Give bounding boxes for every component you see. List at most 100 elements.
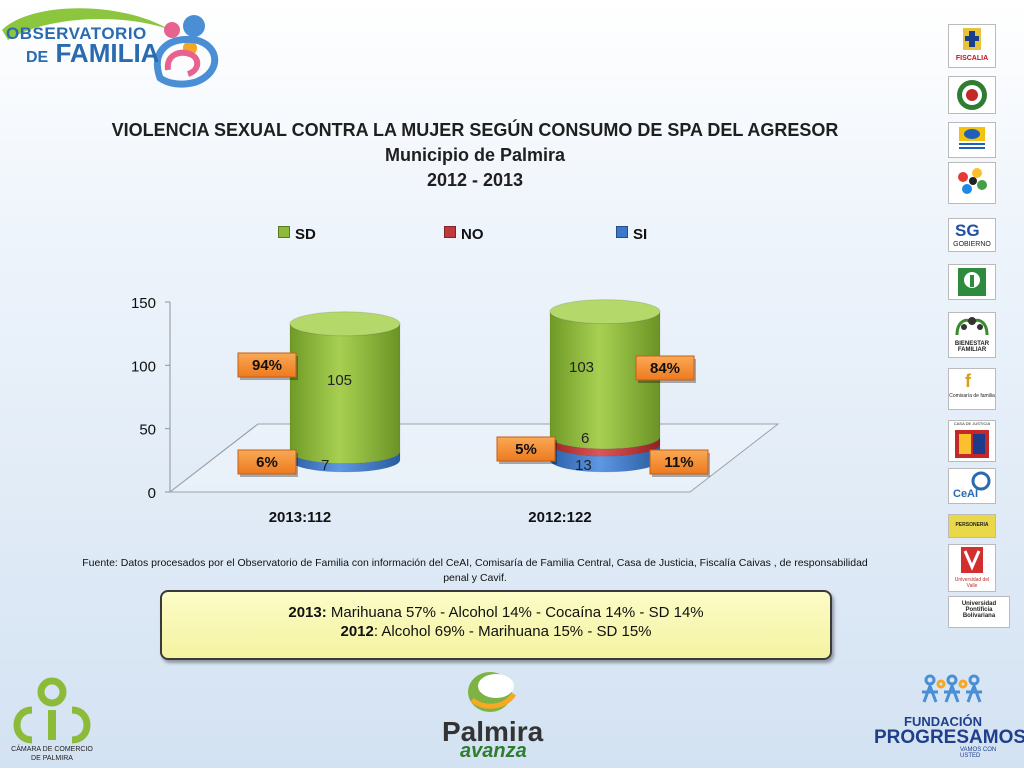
y-tick-label: 100 bbox=[131, 358, 156, 375]
ceai-icon: CeAI bbox=[953, 471, 991, 500]
pct-label-sd-0: 94% bbox=[252, 357, 282, 374]
data-label-si-1: 13 bbox=[575, 457, 592, 474]
pct-label-no-1: 5% bbox=[515, 441, 537, 458]
bienestar-logo: BIENESTAR FAMILIAR bbox=[948, 312, 996, 358]
fund-line1: FUNDACIÓN bbox=[904, 714, 982, 729]
progresamos-people-icon bbox=[922, 674, 982, 703]
legend-swatch-si bbox=[616, 226, 628, 238]
chart-title: VIOLENCIA SEXUAL CONTRA LA MUJER SEGÚN C… bbox=[111, 120, 839, 140]
chart-period: 2012 - 2013 bbox=[426, 170, 524, 190]
org-line2-main: FAMILIA bbox=[55, 38, 160, 68]
chart-subtitle: Municipio de Palmira bbox=[384, 145, 566, 165]
univalle-label: Universidad del Valle bbox=[954, 577, 990, 589]
pct-badge-no-1 bbox=[496, 436, 556, 462]
legend-item-no: NO bbox=[444, 226, 484, 243]
bar-top-cap-1 bbox=[549, 299, 661, 325]
legend-swatch-sd bbox=[278, 226, 290, 238]
fiscalia-logo: FISCALIA bbox=[948, 24, 996, 68]
org-line2-de: DE bbox=[26, 49, 49, 66]
chart-title-block: VIOLENCIA SEXUAL CONTRA LA MUJER SEGÚN C… bbox=[70, 118, 880, 193]
palmira-avanza-icon bbox=[468, 672, 517, 712]
partner-6-icon bbox=[958, 268, 986, 296]
legend-swatch-no bbox=[444, 226, 456, 238]
fiscalia-label: FISCALIA bbox=[955, 55, 989, 62]
partner-logo-6 bbox=[948, 264, 996, 300]
upb-label: Universidad Pontificia Bolivariana bbox=[961, 601, 997, 619]
gobierno-label: GOBIERNO bbox=[953, 241, 991, 248]
palmira-main: Palmira bbox=[442, 716, 544, 747]
data-label-sd-0: 105 bbox=[327, 372, 352, 389]
camara-line2: DE PALMIRA bbox=[31, 755, 73, 762]
univalle-icon bbox=[961, 547, 983, 573]
camara-line1: CÁMARA DE COMERCIO bbox=[11, 746, 93, 753]
fund-line2: PROGRESAMOS bbox=[874, 727, 1024, 748]
summary-2013: 2013: Marihuana 57% - Alcohol 14% - Coca… bbox=[162, 604, 830, 621]
pct-badge-si-0 bbox=[237, 449, 297, 475]
personeria-logo: PERSONERIA bbox=[948, 514, 996, 538]
y-tick-label: 50 bbox=[139, 422, 156, 439]
fundacion-progresamos-logo: FUNDACIÓN PROGRESAMOS VAMOS CON USTED bbox=[868, 672, 1024, 762]
casa-justicia-logo: CASA DE JUSTICIA bbox=[948, 420, 996, 462]
summary-2012-text: : Alcohol 69% - Marihuana 15% - SD 15% bbox=[373, 623, 652, 640]
partner-4-icon bbox=[958, 168, 987, 194]
svg-text:CeAI: CeAI bbox=[953, 488, 978, 500]
legend-label-si: SI bbox=[633, 226, 648, 243]
bar-sd-0 bbox=[289, 323, 401, 464]
gobierno-logo: SG GOBIERNO bbox=[948, 218, 996, 252]
upb-logo: Universidad Pontificia Bolivariana bbox=[948, 596, 1010, 628]
camara-comercio-icon bbox=[13, 677, 91, 744]
chart-labels: 7 105 2013:112 13 6 103 2012:122 94% 6% 84% 5% 11% bbox=[237, 352, 710, 526]
partner-3-icon bbox=[959, 127, 985, 149]
pct-label-si-0: 6% bbox=[256, 454, 278, 471]
comisaria-logo: f Comisaría de familia bbox=[948, 368, 996, 410]
fiscalia-icon bbox=[963, 28, 981, 50]
legend-label-sd: SD bbox=[295, 226, 316, 243]
escudo-icon bbox=[957, 80, 987, 110]
summary-2012: 2012: Alcohol 69% - Marihuana 15% - SD 1… bbox=[162, 623, 830, 640]
partner-logo-4 bbox=[948, 162, 996, 204]
x-tick-label-0: 2013:112 bbox=[269, 509, 332, 526]
pct-badge-sd-0 bbox=[237, 352, 297, 378]
org-line2: DE FAMILIA bbox=[26, 38, 159, 69]
y-tick-label: 150 bbox=[131, 295, 156, 312]
palmira-sub: avanza bbox=[460, 740, 527, 762]
observatorio-swoosh-icon bbox=[2, 8, 219, 88]
org-line1: OBSERVATORIO bbox=[6, 24, 147, 43]
svg-text:SG: SG bbox=[955, 221, 980, 239]
chart-bars bbox=[289, 299, 661, 473]
svg-text:f: f bbox=[965, 371, 972, 391]
legend-item-sd: SD bbox=[278, 226, 316, 243]
summary-2013-label: 2013: bbox=[288, 604, 327, 621]
floor-left-edge bbox=[169, 423, 259, 493]
data-label-sd-1: 103 bbox=[569, 359, 594, 376]
comisaria-label: Comisaría de familia bbox=[949, 393, 995, 399]
palmira-avanza-logo: Palmira avanza bbox=[430, 668, 550, 766]
data-label-no-1: 6 bbox=[581, 430, 589, 447]
observatorio-logo: OBSERVATORIO DE FAMILIA bbox=[0, 0, 230, 90]
data-label-si-0: 7 bbox=[321, 457, 329, 474]
pct-badge-si-1 bbox=[649, 449, 709, 475]
legend-label-no: NO bbox=[461, 226, 484, 243]
legend-item-si: SI bbox=[616, 226, 647, 243]
summary-box: 2013: Marihuana 57% - Alcohol 14% - Coca… bbox=[160, 590, 832, 660]
bar-top-cap-0 bbox=[289, 311, 401, 337]
pct-badge-sd-1 bbox=[635, 355, 695, 381]
comisaria-icon: f bbox=[965, 371, 972, 391]
bienestar-icon bbox=[955, 317, 989, 336]
y-tick-label: 0 bbox=[148, 485, 156, 502]
gobierno-icon: SG bbox=[955, 221, 980, 240]
partner-logo-3 bbox=[948, 122, 996, 158]
x-tick-label-1: 2012:122 bbox=[528, 509, 591, 526]
summary-2013-text: Marihuana 57% - Alcohol 14% - Cocaína 14… bbox=[326, 604, 704, 621]
casa-justicia-label: CASA DE JUSTICIA bbox=[953, 421, 991, 426]
pct-label-sd-1: 84% bbox=[650, 360, 680, 377]
summary-2012-label: 2012 bbox=[340, 623, 374, 640]
fund-line3: VAMOS CON USTED bbox=[960, 747, 997, 759]
univalle-logo: Universidad del Valle bbox=[948, 544, 996, 592]
ceai-logo: CeAI bbox=[948, 468, 996, 504]
casa-justicia-icon bbox=[955, 430, 989, 458]
escudo-logo bbox=[948, 76, 996, 114]
camara-comercio-logo: CÁMARA DE COMERCIO DE PALMIRA bbox=[2, 676, 102, 766]
bienestar-label: BIENESTAR FAMILIAR bbox=[954, 341, 990, 353]
pct-label-si-1: 11% bbox=[664, 454, 693, 471]
